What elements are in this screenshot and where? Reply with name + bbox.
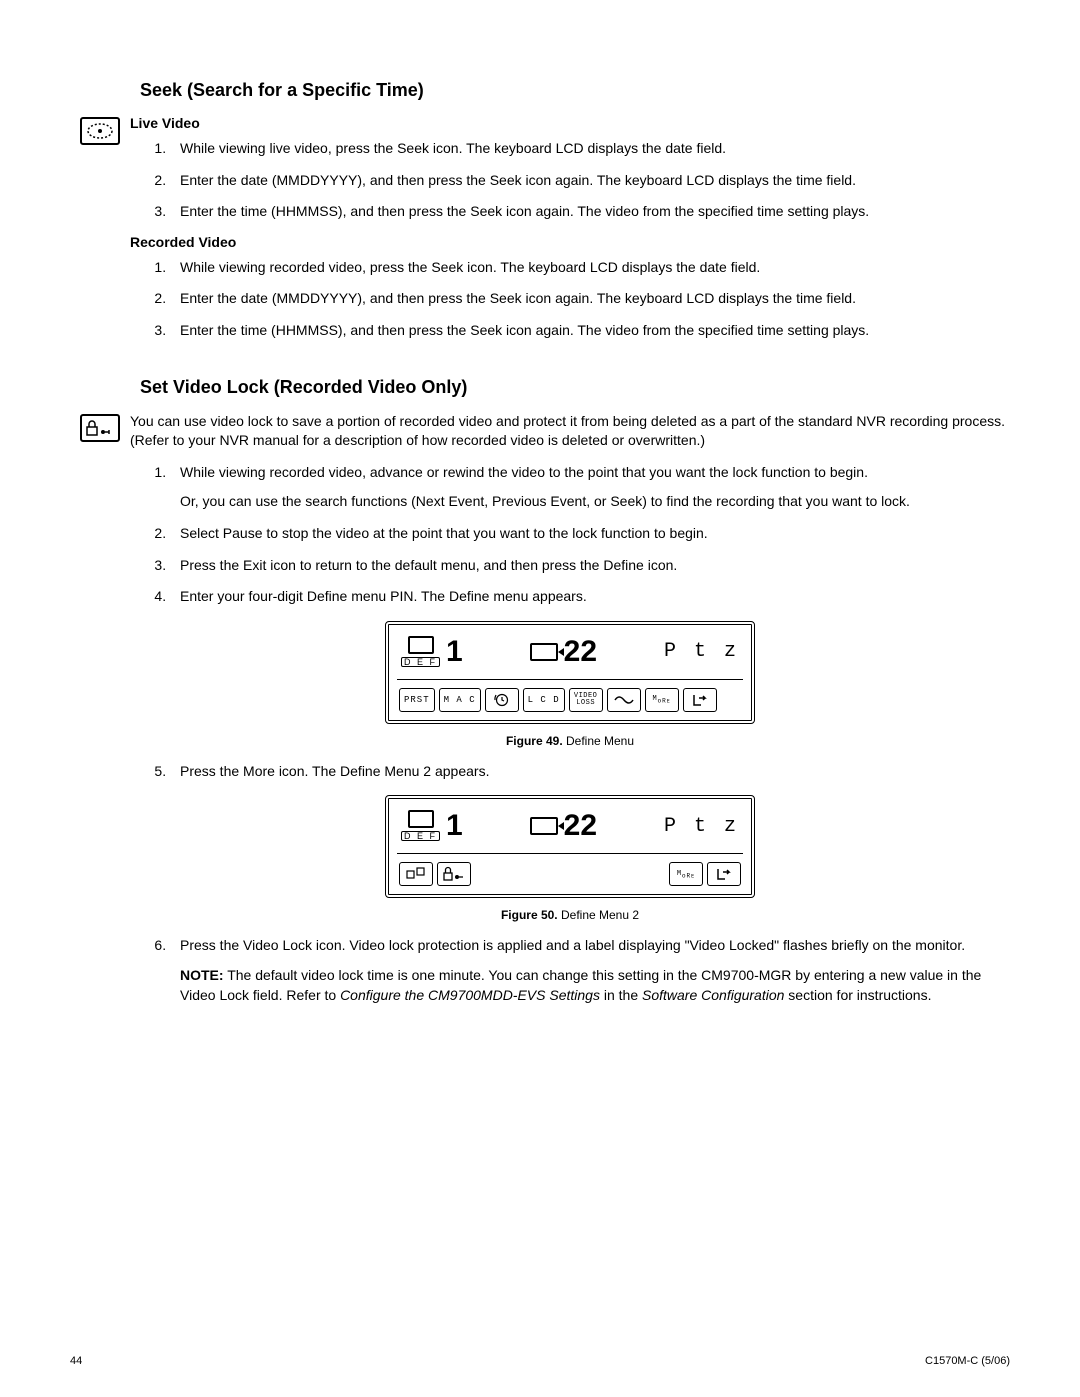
live-video-heading: Live Video: [130, 115, 1010, 131]
figure-50-label: Figure 50.: [501, 908, 558, 922]
note-italic-1: Configure the CM9700MDD-EVS Settings: [340, 987, 600, 1003]
exit-button-2[interactable]: [707, 862, 741, 886]
lock-intro: You can use video lock to save a portion…: [130, 412, 1010, 451]
ptz-label-2: P t z: [664, 815, 739, 838]
page-number: 44: [70, 1355, 82, 1367]
recorded-video-heading: Recorded Video: [130, 234, 1010, 250]
camera-icon-2: [530, 817, 558, 835]
lock-step-3: Press the Exit icon to return to the def…: [170, 556, 1010, 576]
live-step-3: Enter the time (HHMMSS), and then press …: [170, 202, 1010, 222]
monitor-icon-2: D E F: [401, 810, 440, 842]
recorded-video-steps: While viewing recorded video, press the …: [130, 258, 1010, 341]
lock-step-1-text: While viewing recorded video, advance or…: [180, 464, 868, 480]
lock-margin-icon: [70, 412, 130, 442]
note-label: NOTE:: [180, 967, 224, 983]
live-step-2: Enter the date (MMDDYYYY), and then pres…: [170, 171, 1010, 191]
live-step-1: While viewing live video, press the Seek…: [170, 139, 1010, 159]
rec-step-2: Enter the date (MMDDYYYY), and then pres…: [170, 289, 1010, 309]
wave-button[interactable]: [607, 688, 641, 712]
lock-steps: While viewing recorded video, advance or…: [130, 463, 1010, 607]
doc-id: C1570M-C (5/06): [925, 1355, 1010, 1367]
define-menu-2-lcd: D E F 1 22 P t z: [385, 795, 755, 898]
camera-number: 22: [564, 635, 597, 669]
camera-icon: [530, 643, 558, 661]
camera-number-2: 22: [564, 809, 597, 843]
lock-step-2: Select Pause to stop the video at the po…: [170, 524, 1010, 544]
note-end: section for instructions.: [784, 987, 931, 1003]
note-italic-2: Software Configuration: [642, 987, 784, 1003]
layout-button[interactable]: [399, 862, 433, 886]
prst-button[interactable]: PRST: [399, 688, 435, 712]
figure-50-text: Define Menu 2: [558, 908, 639, 922]
heading-video-lock: Set Video Lock (Recorded Video Only): [140, 377, 1010, 398]
exit-button[interactable]: [683, 688, 717, 712]
seek-margin-icon: [70, 115, 130, 145]
clock-button[interactable]: [485, 688, 519, 712]
monitor-number: 1: [446, 635, 463, 669]
ptz-label: P t z: [664, 640, 739, 663]
lock-step-6: Press the Video Lock icon. Video lock pr…: [170, 936, 1010, 1005]
lock-step-6-text: Press the Video Lock icon. Video lock pr…: [180, 937, 965, 953]
lcd-button[interactable]: L C D: [523, 688, 565, 712]
monitor-icon: D E F: [401, 636, 440, 668]
more-button-2[interactable]: MORE: [669, 862, 703, 886]
figure-50-caption: Figure 50. Define Menu 2: [130, 908, 1010, 922]
monitor-number-2: 1: [446, 809, 463, 843]
live-video-steps: While viewing live video, press the Seek…: [130, 139, 1010, 222]
video-loss-bot: LOSS: [576, 700, 595, 706]
video-loss-button[interactable]: VIDEO LOSS: [569, 688, 603, 712]
more-button[interactable]: MORE: [645, 688, 679, 712]
lock-steps-cont: Press the More icon. The Define Menu 2 a…: [130, 762, 1010, 782]
figure-49-label: Figure 49.: [506, 734, 563, 748]
heading-seek: Seek (Search for a Specific Time): [140, 80, 1010, 101]
lock-step-4: Enter your four-digit Define menu PIN. T…: [170, 587, 1010, 607]
def-label-2: D E F: [401, 831, 440, 841]
define-menu-lcd: D E F 1 22 P t z PRST M A C: [385, 621, 755, 724]
mac-button[interactable]: M A C: [439, 688, 481, 712]
video-lock-button[interactable]: [437, 862, 471, 886]
lock-steps-final: Press the Video Lock icon. Video lock pr…: [130, 936, 1010, 1005]
lock-step-1: While viewing recorded video, advance or…: [170, 463, 1010, 512]
figure-49-caption: Figure 49. Define Menu: [130, 734, 1010, 748]
figure-49-text: Define Menu: [563, 734, 634, 748]
def-label: D E F: [401, 657, 440, 667]
lock-step-1-alt: Or, you can use the search functions (Ne…: [180, 492, 1010, 512]
lock-step-6-note: NOTE: The default video lock time is one…: [180, 966, 1010, 1005]
note-mid: in the: [600, 987, 642, 1003]
rec-step-3: Enter the time (HHMMSS), and then press …: [170, 321, 1010, 341]
rec-step-1: While viewing recorded video, press the …: [170, 258, 1010, 278]
lock-step-5: Press the More icon. The Define Menu 2 a…: [170, 762, 1010, 782]
